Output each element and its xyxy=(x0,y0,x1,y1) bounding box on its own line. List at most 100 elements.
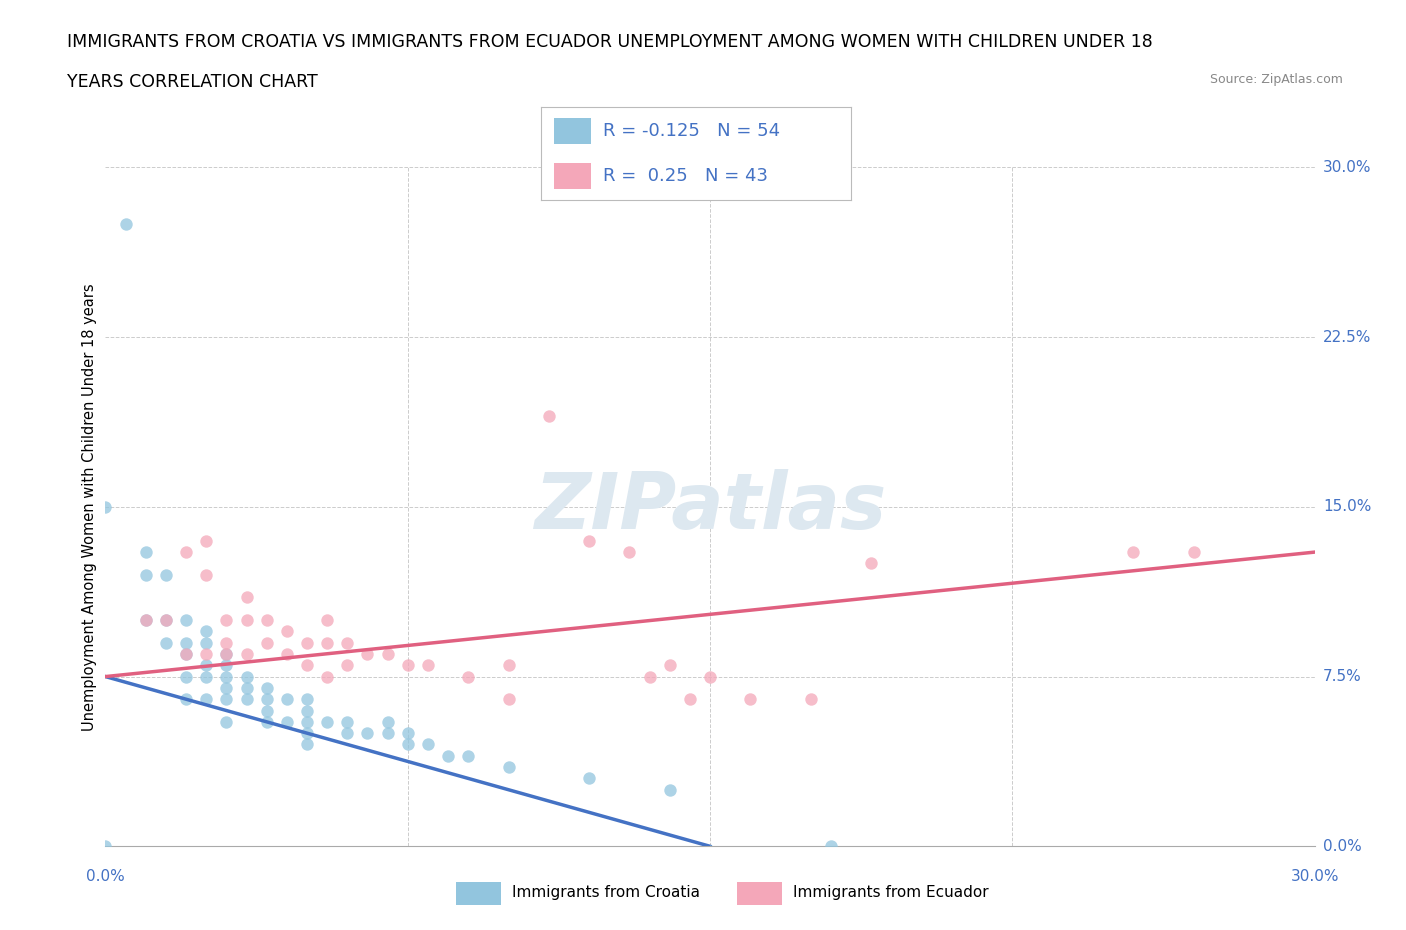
Point xyxy=(256,613,278,628)
Point xyxy=(316,613,339,628)
Bar xyxy=(737,882,782,905)
Point xyxy=(498,692,520,707)
Point xyxy=(295,725,318,740)
Text: IMMIGRANTS FROM CROATIA VS IMMIGRANTS FROM ECUADOR UNEMPLOYMENT AMONG WOMEN WITH: IMMIGRANTS FROM CROATIA VS IMMIGRANTS FR… xyxy=(67,33,1153,50)
Point xyxy=(316,635,339,650)
Point xyxy=(195,692,218,707)
Point xyxy=(215,646,238,661)
Point xyxy=(336,725,359,740)
Point xyxy=(235,692,257,707)
Text: YEARS CORRELATION CHART: YEARS CORRELATION CHART xyxy=(67,73,318,90)
Text: Immigrants from Croatia: Immigrants from Croatia xyxy=(512,884,700,900)
Point xyxy=(195,670,218,684)
Point xyxy=(295,658,318,672)
Point xyxy=(215,681,238,696)
Point xyxy=(699,670,721,684)
Point xyxy=(215,670,238,684)
Point xyxy=(820,839,842,854)
Text: R =  0.25   N = 43: R = 0.25 N = 43 xyxy=(603,166,768,185)
Point xyxy=(295,714,318,729)
Point xyxy=(377,714,399,729)
Text: R = -0.125   N = 54: R = -0.125 N = 54 xyxy=(603,122,780,140)
Point xyxy=(215,613,238,628)
Point xyxy=(135,567,157,582)
Text: 22.5%: 22.5% xyxy=(1323,329,1371,345)
Point xyxy=(295,692,318,707)
Point xyxy=(457,670,479,684)
Point xyxy=(135,545,157,560)
Point xyxy=(578,534,600,549)
Point xyxy=(416,658,439,672)
Point xyxy=(215,658,238,672)
Point xyxy=(336,714,359,729)
Point xyxy=(638,670,661,684)
Point xyxy=(256,714,278,729)
Point xyxy=(155,613,177,628)
Point xyxy=(114,217,136,232)
Point xyxy=(94,839,117,854)
Point xyxy=(276,692,298,707)
Point xyxy=(336,658,359,672)
Point xyxy=(174,646,197,661)
Point xyxy=(174,646,197,661)
Point xyxy=(195,534,218,549)
Text: 0.0%: 0.0% xyxy=(86,869,125,883)
Point xyxy=(256,635,278,650)
Point xyxy=(276,646,298,661)
Text: Immigrants from Ecuador: Immigrants from Ecuador xyxy=(793,884,988,900)
Point xyxy=(860,556,883,571)
Point xyxy=(498,760,520,775)
Point xyxy=(195,635,218,650)
Point xyxy=(295,703,318,718)
Point xyxy=(396,658,419,672)
Point xyxy=(215,692,238,707)
Point xyxy=(174,670,197,684)
Text: Source: ZipAtlas.com: Source: ZipAtlas.com xyxy=(1209,73,1343,86)
Point xyxy=(155,635,177,650)
Point xyxy=(155,613,177,628)
Point xyxy=(658,658,681,672)
Point xyxy=(316,714,339,729)
Point xyxy=(396,737,419,751)
Text: 30.0%: 30.0% xyxy=(1291,869,1339,883)
Point xyxy=(537,409,560,424)
Point xyxy=(457,749,479,764)
Point xyxy=(619,545,641,560)
Bar xyxy=(456,882,501,905)
Point xyxy=(498,658,520,672)
Point xyxy=(377,725,399,740)
Point xyxy=(256,681,278,696)
Point xyxy=(256,703,278,718)
Point xyxy=(377,646,399,661)
Point xyxy=(235,681,257,696)
Point xyxy=(578,771,600,786)
Text: 0.0%: 0.0% xyxy=(1323,839,1361,854)
Point xyxy=(437,749,460,764)
Point xyxy=(195,658,218,672)
Point xyxy=(135,613,157,628)
Point xyxy=(658,782,681,797)
Point xyxy=(276,624,298,639)
Point xyxy=(195,567,218,582)
Point xyxy=(679,692,702,707)
Point xyxy=(235,670,257,684)
Point xyxy=(195,624,218,639)
Point xyxy=(740,692,762,707)
Text: 7.5%: 7.5% xyxy=(1323,669,1361,684)
Point xyxy=(174,635,197,650)
Point xyxy=(135,613,157,628)
Point xyxy=(295,737,318,751)
Point xyxy=(235,613,257,628)
Point xyxy=(195,646,218,661)
Bar xyxy=(554,163,591,189)
Point xyxy=(1122,545,1144,560)
Point xyxy=(356,646,378,661)
Text: ZIPatlas: ZIPatlas xyxy=(534,469,886,545)
Point xyxy=(94,499,117,514)
Point xyxy=(174,613,197,628)
Point xyxy=(215,635,238,650)
Point xyxy=(235,590,257,604)
Point xyxy=(1182,545,1205,560)
Point xyxy=(800,692,823,707)
Point xyxy=(295,635,318,650)
